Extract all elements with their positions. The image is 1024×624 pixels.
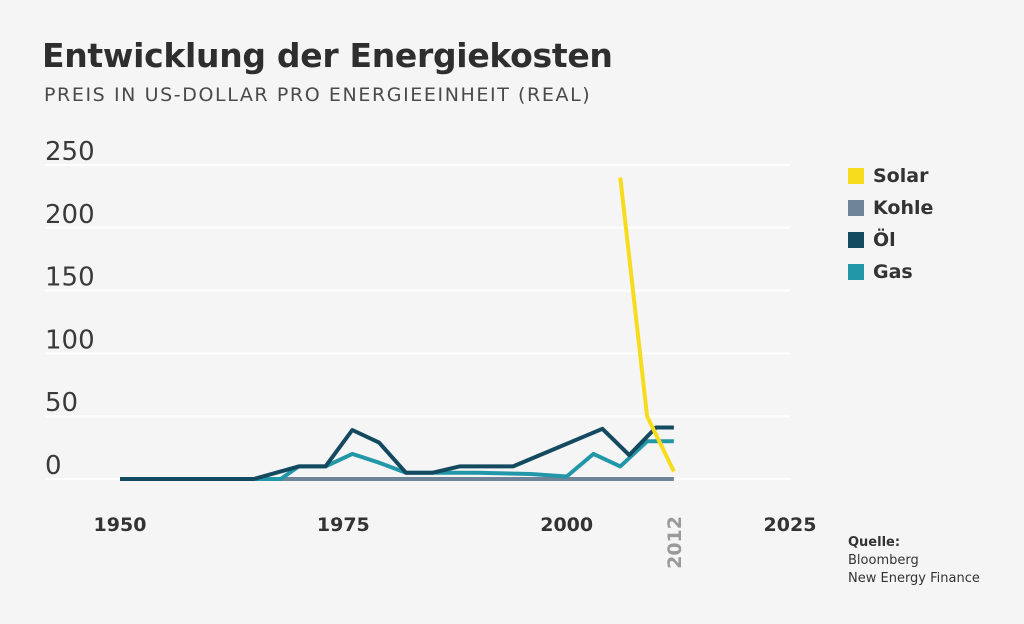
legend-item-gas: Gas [848, 256, 933, 288]
grid [45, 164, 790, 480]
legend-swatch-kohle [848, 200, 864, 216]
legend-swatch-oel [848, 232, 864, 248]
y-tick-label: 150 [45, 263, 95, 293]
y-tick-label: 100 [45, 325, 95, 355]
series-line-öl [120, 425, 674, 481]
source-line-2: New Energy Finance [848, 571, 980, 586]
chart-subtitle: PREIS IN US-DOLLAR PRO ENERGIEEINHEIT (R… [44, 84, 592, 106]
chart-title: Entwicklung der Energiekosten [42, 36, 613, 75]
y-tick-label: 250 [45, 137, 95, 167]
legend-item-oel: Öl [848, 224, 933, 256]
legend-item-kohle: Kohle [848, 192, 933, 224]
legend-label-solar: Solar [873, 165, 929, 187]
legend-swatch-solar [848, 168, 864, 184]
x-tick-label: 1975 [317, 514, 370, 536]
legend-swatch-gas [848, 264, 864, 280]
legend-item-solar: Solar [848, 160, 933, 192]
source-label: Quelle: [848, 535, 901, 550]
y-tick-label: 50 [45, 388, 78, 418]
source-note: Quelle: Bloomberg New Energy Finance [848, 534, 980, 588]
legend-label-gas: Gas [873, 261, 913, 283]
legend: Solar Kohle Öl Gas [848, 160, 933, 288]
series-lines [120, 177, 676, 481]
y-tick-label: 200 [45, 200, 95, 230]
y-tick-label: 0 [45, 451, 62, 481]
x-tick-label: 2000 [540, 514, 593, 536]
x-tick-label: 2025 [764, 514, 817, 536]
x-tick-label-highlight: 2012 [664, 516, 686, 569]
y-axis-ticks: 0 50 100 150 200 250 [45, 137, 95, 481]
series-line-solar [618, 177, 676, 473]
source-line-1: Bloomberg [848, 553, 919, 568]
legend-label-kohle: Kohle [873, 197, 934, 219]
x-tick-label: 1950 [94, 514, 147, 536]
legend-label-oel: Öl [873, 229, 896, 251]
x-axis-ticks: 1950 1975 2000 2025 2012 [94, 514, 817, 569]
